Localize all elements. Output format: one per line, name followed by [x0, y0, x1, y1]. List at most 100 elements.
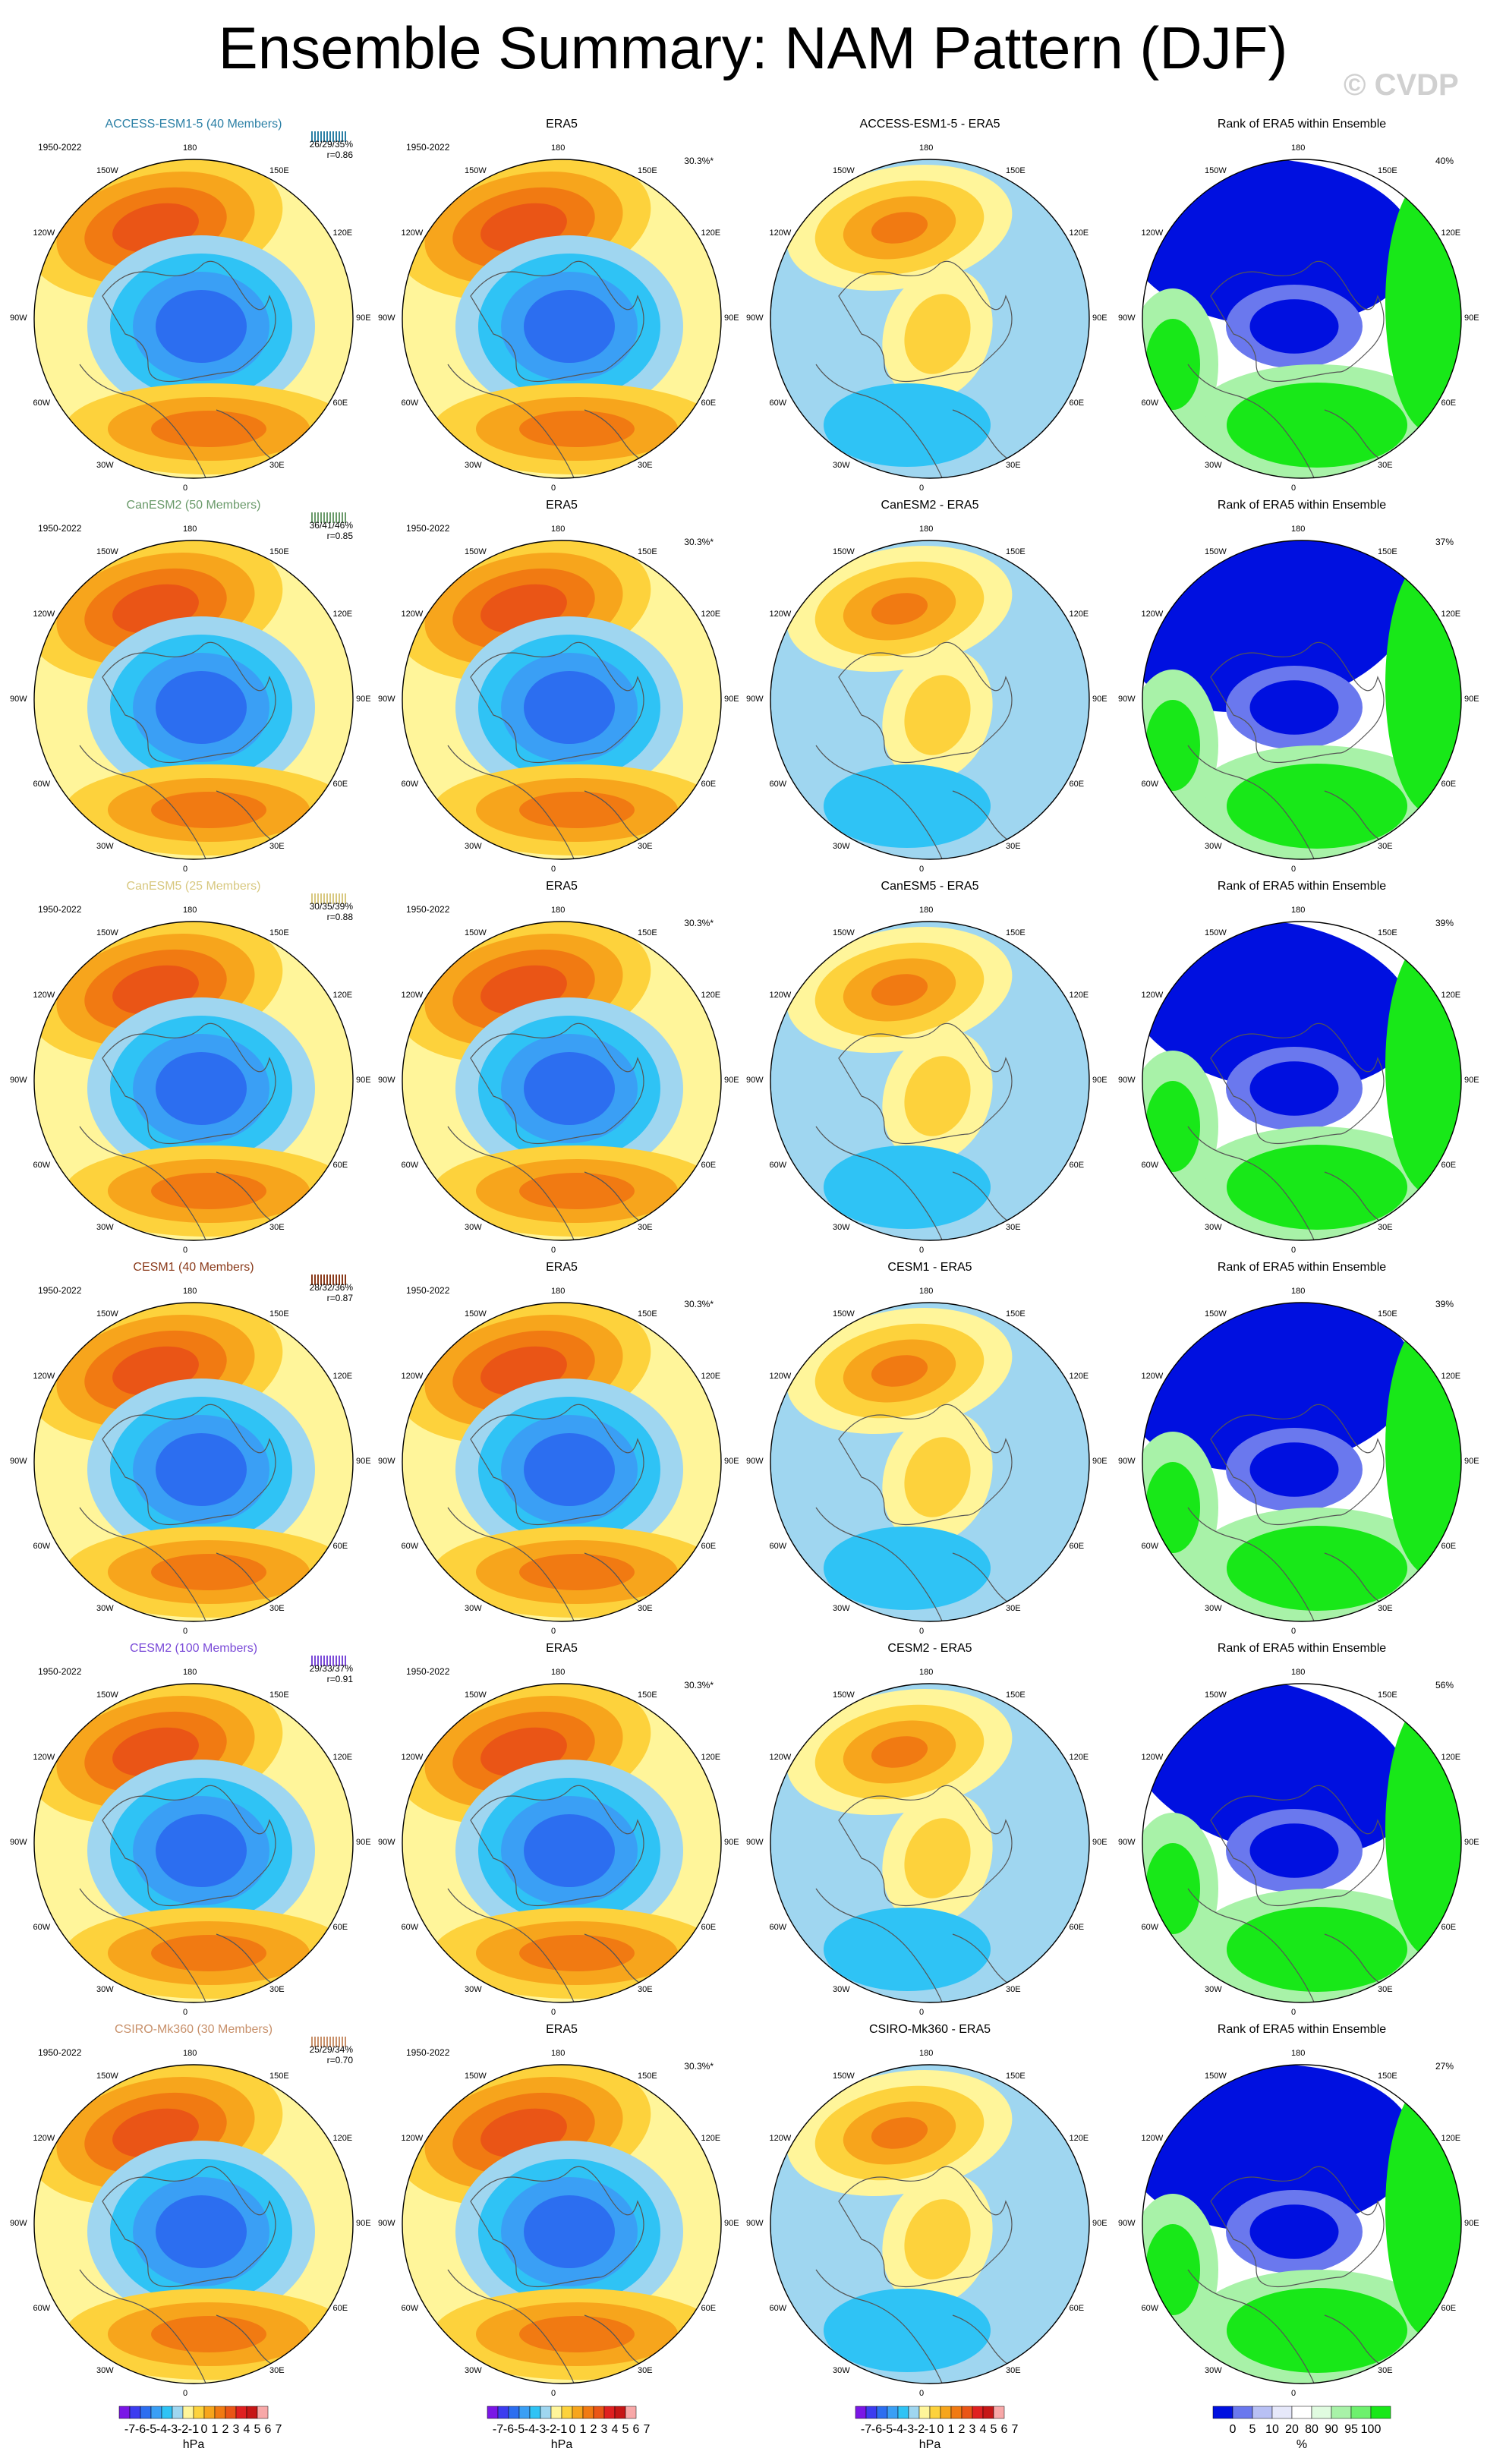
coastline [1187, 2269, 1318, 2384]
pct-range: 30/35/39% [309, 901, 353, 912]
colorbar-unit: hPa [182, 2438, 205, 2451]
longitude-label: 30E [1006, 1984, 1021, 1994]
longitude-label: 120E [1069, 228, 1089, 238]
map-border [33, 2064, 354, 2384]
variance-explained: 37% [1435, 537, 1454, 547]
longitude-label: 90E [1092, 314, 1107, 323]
member-tick [323, 2037, 325, 2047]
longitude-label: 60W [1141, 1923, 1159, 1932]
longitude-label: 30E [1006, 460, 1021, 470]
longitude-label: 120E [1069, 610, 1089, 619]
panel-title: ERA5 [546, 1261, 578, 1274]
colorbar-label: 7 [1011, 2423, 1019, 2436]
colorbar-label: 1 [947, 2423, 955, 2436]
rank-colorbar-cell [1232, 2406, 1253, 2419]
colorbar-cell [150, 2406, 162, 2419]
longitude-label: 150W [96, 547, 118, 556]
longitude-label: 0 [919, 1246, 925, 1255]
coastline [1210, 641, 1385, 764]
colorbar-cell [982, 2406, 994, 2419]
longitude-label: 120E [701, 991, 721, 1000]
contour-fill [1142, 159, 1416, 327]
member-tick [314, 2037, 316, 2047]
coastline [1210, 260, 1385, 383]
longitude-label: 30E [1006, 2365, 1021, 2375]
member-tick [314, 512, 316, 523]
colorbar-label: 5 [622, 2423, 629, 2436]
longitude-label: 120E [332, 1753, 353, 1762]
colorbar-cell [582, 2406, 594, 2419]
coastline [79, 2269, 210, 2384]
ensemble-stats: 28/32/36% r=0.87 [277, 1282, 353, 1303]
rank-map-4 [1142, 1303, 1461, 1621]
longitude-label: 90W [378, 2219, 395, 2228]
colorbar-cell [918, 2406, 931, 2419]
coastline [79, 1126, 210, 1240]
colorbar-label: -2 [545, 2423, 557, 2436]
longitude-label: 60E [1069, 1161, 1085, 1170]
rank-colorbar-unit: % [1296, 2438, 1308, 2451]
contour-fill [151, 1173, 266, 1209]
longitude-label: 90E [1092, 1838, 1107, 1847]
longitude-label: 90E [724, 1838, 739, 1847]
colorbar-cell [950, 2406, 963, 2419]
longitude-label: 0 [1291, 2008, 1296, 2017]
longitude-label: 120E [332, 991, 353, 1000]
longitude-label: 60E [1441, 399, 1457, 408]
analysis-period: 1950-2022 [406, 1666, 450, 1677]
member-tick [311, 2037, 313, 2047]
contour-fill [151, 1554, 266, 1590]
rank-colorbar-label: 95 [1344, 2423, 1358, 2436]
member-tick [332, 1656, 334, 1666]
longitude-label: 60W [769, 1542, 787, 1551]
coastline [815, 2269, 946, 2384]
longitude-label: 0 [1291, 865, 1296, 874]
model-map-3 [34, 922, 353, 1240]
colorbar-label: 0 [937, 2423, 944, 2436]
colorbar-label: 0 [200, 2423, 208, 2436]
variance-explained: 30.3%* [684, 1680, 714, 1690]
coastline [470, 641, 644, 764]
member-tick [317, 131, 319, 142]
longitude-label: 30E [269, 460, 285, 470]
longitude-label: 30W [465, 2365, 482, 2375]
longitude-label: 90W [746, 314, 764, 323]
longitude-label: 150E [269, 547, 289, 556]
longitude-label: 150W [833, 547, 855, 556]
longitude-label: 60W [401, 1923, 419, 1932]
contour-fill [871, 212, 928, 244]
longitude-label: 60W [769, 780, 787, 789]
contour-fill [1249, 1442, 1339, 1497]
contour-fill [519, 792, 635, 828]
model-map-1 [34, 159, 353, 478]
pct-range: 26/29/35% [309, 139, 353, 150]
longitude-label: 30E [638, 2365, 653, 2375]
longitude-label: 120W [33, 1753, 55, 1762]
map-border [33, 159, 354, 479]
longitude-label: 120W [33, 2134, 55, 2143]
contour-fill [519, 1173, 635, 1209]
longitude-label: 60W [33, 780, 51, 789]
pattern-correlation: r=0.70 [326, 2055, 353, 2065]
contour-fill [524, 2195, 615, 2268]
longitude-label: 150W [1205, 928, 1227, 937]
colorbar-label: -1 [924, 2423, 936, 2436]
longitude-label: 30W [833, 841, 850, 851]
longitude-label: 120E [1069, 1372, 1089, 1381]
longitude-label: 150W [1205, 166, 1227, 175]
colorbar-cell [603, 2406, 616, 2419]
rank-map-6 [1142, 2065, 1461, 2384]
member-tick [332, 512, 334, 523]
coastline [102, 2166, 276, 2288]
colorbar-label: 7 [275, 2423, 282, 2436]
colorbar-cell [929, 2406, 941, 2419]
model-map-5 [34, 1684, 353, 2002]
longitude-label: 60W [401, 1161, 419, 1170]
coastline [1187, 1888, 1318, 2002]
colorbar-cell [593, 2406, 605, 2419]
longitude-label: 90W [378, 1838, 395, 1847]
longitude-label: 150W [465, 928, 487, 937]
longitude-label: 60W [401, 2304, 419, 2313]
panel-title: ERA5 [546, 118, 578, 131]
